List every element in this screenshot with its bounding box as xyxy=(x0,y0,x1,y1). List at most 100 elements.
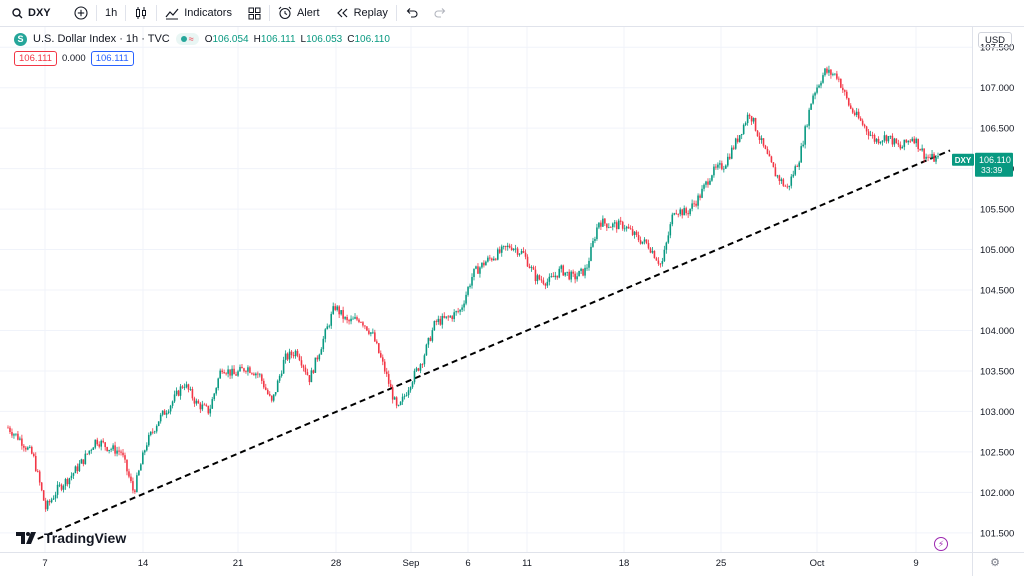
time-tick-label: 21 xyxy=(233,558,244,569)
candle-body xyxy=(461,307,463,310)
candle-body xyxy=(873,135,876,142)
candle-body xyxy=(485,261,487,266)
candle-body xyxy=(465,294,467,304)
candle-body xyxy=(276,380,279,393)
candle-body xyxy=(120,451,122,453)
candle-body xyxy=(800,146,802,163)
candle-body xyxy=(732,147,735,149)
sell-price-button[interactable]: 106.111 xyxy=(14,51,57,66)
candle-body xyxy=(633,231,636,235)
candle-body xyxy=(907,140,910,143)
candle-body xyxy=(905,139,908,143)
candle-body xyxy=(266,389,269,394)
candle-body xyxy=(32,453,35,456)
market-status-pill[interactable]: ≈ xyxy=(175,33,199,45)
candle-body xyxy=(197,400,200,404)
candle-body xyxy=(243,368,245,372)
candle-body xyxy=(611,223,614,228)
candle-body xyxy=(215,388,218,394)
candle-body xyxy=(185,384,188,388)
candle-body xyxy=(60,484,63,490)
candle-body xyxy=(754,117,757,131)
candle-body xyxy=(877,138,880,144)
replay-button[interactable]: Replay xyxy=(328,0,396,27)
candle-body xyxy=(264,387,267,390)
candle-body xyxy=(163,410,166,415)
time-tick-label: 7 xyxy=(42,558,47,569)
alert-button[interactable]: Alert xyxy=(270,0,328,27)
candle-body xyxy=(354,317,356,319)
indicators-button[interactable]: Indicators xyxy=(157,0,240,27)
candle-body xyxy=(385,371,388,375)
price-chart[interactable]: 101.500 102.000 102.500 103.000 103.500 104.0… xyxy=(0,27,1024,576)
candle-body xyxy=(130,476,132,482)
candle-body xyxy=(538,275,541,280)
candle-body xyxy=(719,163,721,165)
redo-button[interactable] xyxy=(426,0,455,27)
candle-body xyxy=(399,401,402,405)
candle-body xyxy=(132,481,134,491)
candle-body xyxy=(393,397,396,400)
time-tick-label: 11 xyxy=(522,558,532,569)
chart-type-button[interactable] xyxy=(126,0,156,27)
candle-body xyxy=(524,252,527,257)
price-axis[interactable]: 101.500 102.000 102.500 103.000 103.500 104.0… xyxy=(972,27,1015,576)
grid-layout-icon xyxy=(248,7,261,19)
candle-body xyxy=(857,111,860,119)
candle-body xyxy=(98,444,101,447)
candle-body xyxy=(417,368,420,371)
candle-body xyxy=(76,466,79,472)
candle-body xyxy=(479,267,481,274)
toolbar-divider xyxy=(96,5,97,21)
candle-body xyxy=(82,459,85,465)
chart-grid xyxy=(0,27,972,552)
candle-body xyxy=(935,157,937,162)
tradingview-logo[interactable]: TradingView xyxy=(16,530,126,546)
symbol-search-button[interactable]: DXY xyxy=(0,0,66,27)
lightning-icon[interactable]: ⚡ xyxy=(934,537,948,551)
candle-body xyxy=(881,140,884,142)
layouts-button[interactable] xyxy=(240,0,269,27)
candle-body xyxy=(100,440,102,447)
candle-body xyxy=(725,165,727,169)
candle-body xyxy=(379,353,382,358)
candle-body xyxy=(483,262,485,266)
buy-price-button[interactable]: 106.111 xyxy=(90,51,134,66)
chart-legend[interactable]: S U.S. Dollar Index · 1h · TVC ≈ O106.05… xyxy=(14,31,390,47)
time-axis[interactable]: 7 14 21 28 Sep 6 11 18 25 Oct 9 xyxy=(0,552,1024,570)
candle-body xyxy=(818,85,820,88)
candle-body xyxy=(615,222,618,230)
candle-body xyxy=(578,270,580,277)
trendline-layer[interactable] xyxy=(37,149,951,540)
interval-button[interactable]: 1h xyxy=(97,0,125,27)
compare-symbol-button[interactable] xyxy=(66,0,96,27)
candle-body xyxy=(286,353,289,360)
candle-body xyxy=(727,156,729,166)
candle-body xyxy=(338,306,340,315)
candle-body xyxy=(911,138,914,141)
candle-body xyxy=(758,136,761,141)
candle-body xyxy=(124,455,126,460)
candle-body xyxy=(128,471,130,477)
candle-body xyxy=(810,103,812,110)
candle-body xyxy=(836,73,838,79)
currency-selector[interactable]: USD xyxy=(978,32,1012,48)
settings-gear-icon[interactable]: ⚙ xyxy=(990,557,1000,569)
candle-body xyxy=(296,350,299,356)
candle-body xyxy=(592,240,594,247)
candle-body xyxy=(504,245,507,248)
alarm-clock-icon xyxy=(278,6,292,20)
candle-body xyxy=(455,311,457,313)
candle-body xyxy=(705,181,707,185)
candle-body xyxy=(80,459,83,464)
candle-body xyxy=(431,330,434,341)
candle-body xyxy=(927,156,929,158)
candle-body xyxy=(756,130,759,137)
candle-body xyxy=(613,222,616,224)
undo-button[interactable] xyxy=(397,0,426,27)
candle-body xyxy=(104,442,106,448)
candle-body xyxy=(697,195,699,206)
candle-body xyxy=(463,303,465,308)
candle-body xyxy=(915,138,917,144)
candle-body xyxy=(320,349,323,355)
